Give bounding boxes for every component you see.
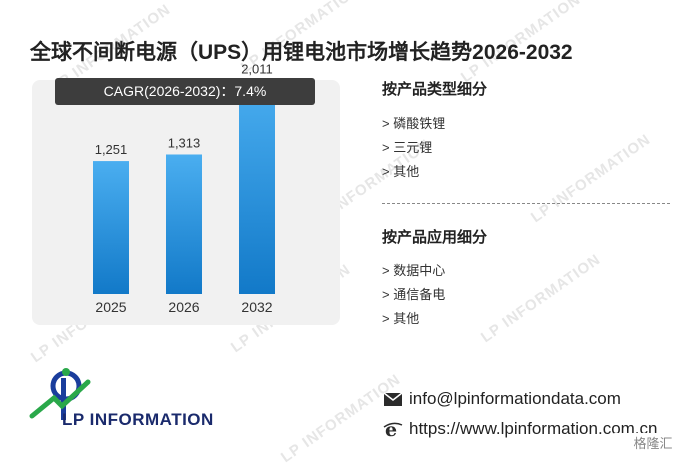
value-label-2032: 2,011 <box>241 61 273 76</box>
browser-icon: e <box>383 419 403 439</box>
segment-application-item: 数据中心 <box>382 259 445 283</box>
cagr-badge: CAGR(2026-2032)：7.4% <box>55 78 315 105</box>
divider <box>382 203 670 204</box>
category-label-2026: 2026 <box>168 299 199 315</box>
value-label-2025: 1,251 <box>95 142 128 157</box>
segment-application-list: 数据中心 通信备电 其他 <box>382 259 445 331</box>
page-title: 全球不间断电源（UPS）用锂电池市场增长趋势2026-2032 <box>30 41 573 64</box>
segment-type-item: 磷酸铁锂 <box>382 112 445 136</box>
website-text[interactable]: https://www.lpinformation.com.cn <box>409 419 658 438</box>
segment-application-item: 其他 <box>382 307 445 331</box>
mail-icon <box>383 392 403 406</box>
segment-type-item: 其他 <box>382 160 445 184</box>
contact-email: info@lpinformationdata.com <box>383 389 621 409</box>
value-label-2026: 1,313 <box>168 135 201 150</box>
bar-2025 <box>93 161 129 294</box>
segment-application-item: 通信备电 <box>382 283 445 307</box>
bar-2026 <box>166 154 202 294</box>
segment-type-list: 磷酸铁锂 三元锂 其他 <box>382 112 445 184</box>
category-label-2032: 2032 <box>241 299 272 315</box>
logo-text: LP INFORMATION <box>62 410 214 429</box>
segment-type-item: 三元锂 <box>382 136 445 160</box>
lp-logo-icon <box>29 368 91 420</box>
segment-type-title: 按产品类型细分 <box>382 81 488 98</box>
footer-badge: 格隆汇 <box>612 433 694 455</box>
contact-website: e https://www.lpinformation.com.cn <box>383 419 657 439</box>
category-label-2025: 2025 <box>95 299 126 315</box>
email-text[interactable]: info@lpinformationdata.com <box>409 389 621 408</box>
bar-2032 <box>239 80 275 294</box>
segment-application-title: 按产品应用细分 <box>382 229 488 246</box>
svg-text:e: e <box>385 419 397 439</box>
